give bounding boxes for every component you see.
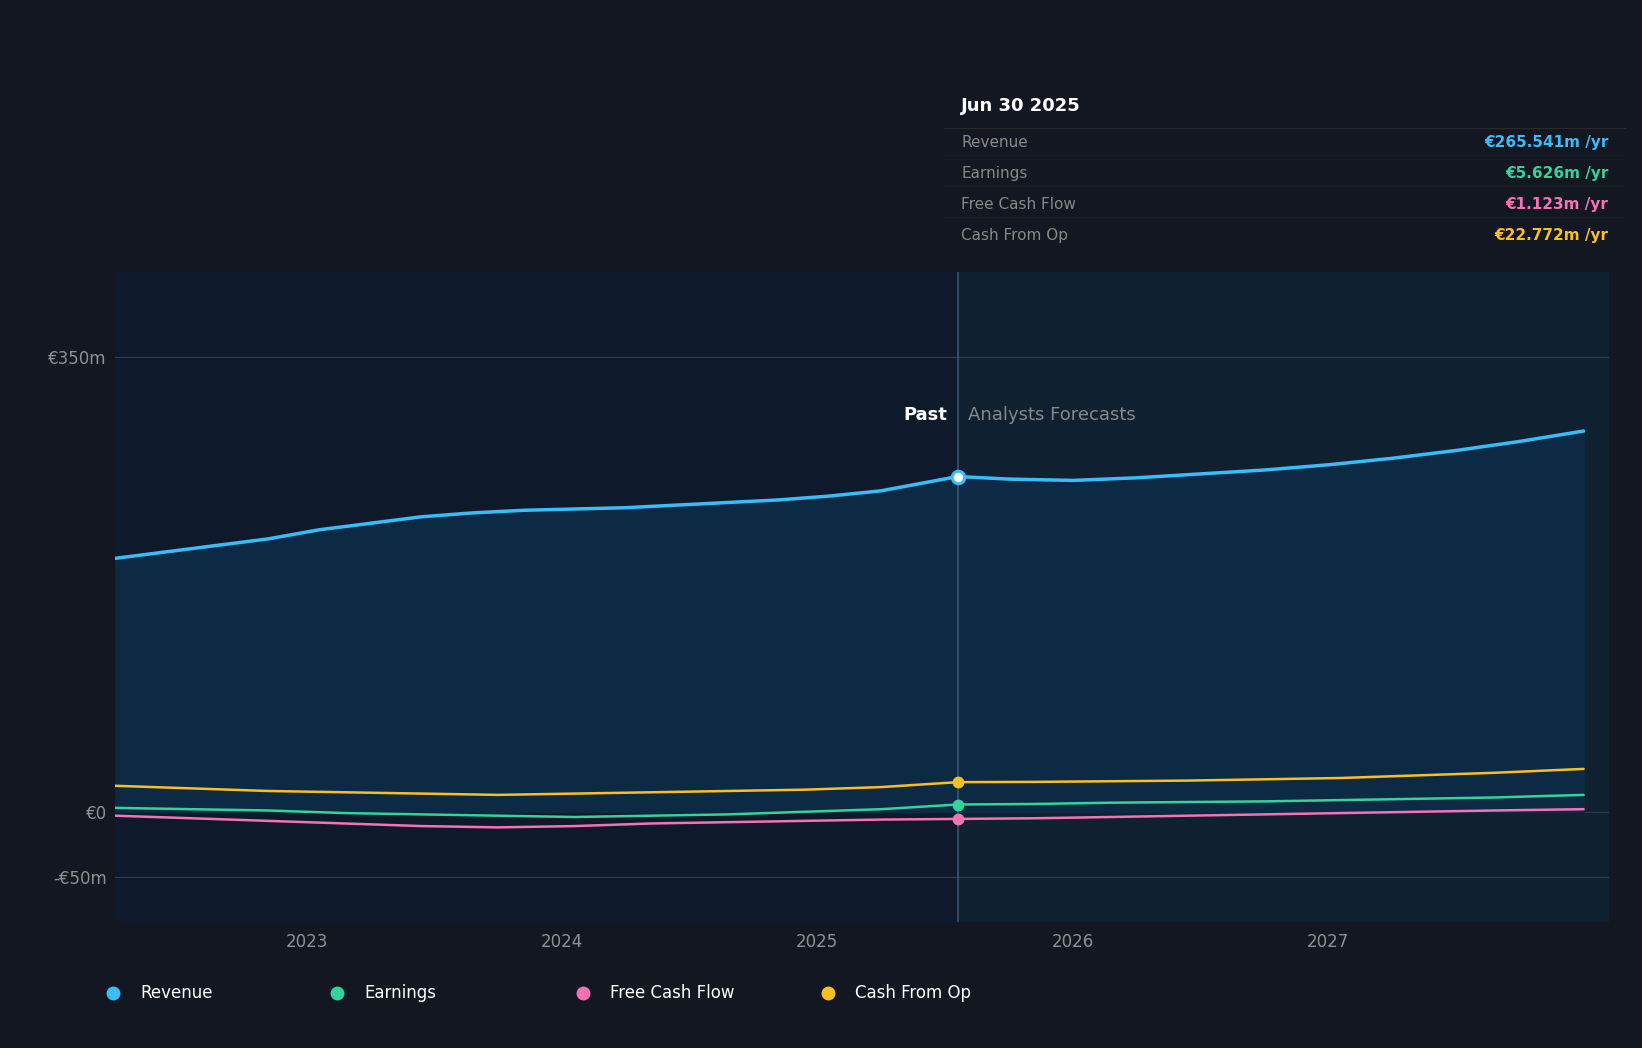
Text: €22.772m /yr: €22.772m /yr [1494,228,1609,243]
Bar [957,272,1609,922]
Text: Cash From Op: Cash From Op [855,984,970,1002]
Text: Analysts Forecasts: Analysts Forecasts [969,407,1136,424]
Text: Cash From Op: Cash From Op [961,228,1069,243]
Text: Earnings: Earnings [365,984,437,1002]
Text: Revenue: Revenue [140,984,212,1002]
Text: €5.626m /yr: €5.626m /yr [1506,166,1609,181]
Text: Past: Past [903,407,947,424]
Text: Jun 30 2025: Jun 30 2025 [961,97,1080,115]
Text: Free Cash Flow: Free Cash Flow [609,984,734,1002]
Text: €265.541m /yr: €265.541m /yr [1484,134,1609,150]
Text: Revenue: Revenue [961,134,1028,150]
Text: Earnings: Earnings [961,166,1028,181]
Text: Free Cash Flow: Free Cash Flow [961,197,1076,212]
Text: €1.123m /yr: €1.123m /yr [1506,197,1609,212]
